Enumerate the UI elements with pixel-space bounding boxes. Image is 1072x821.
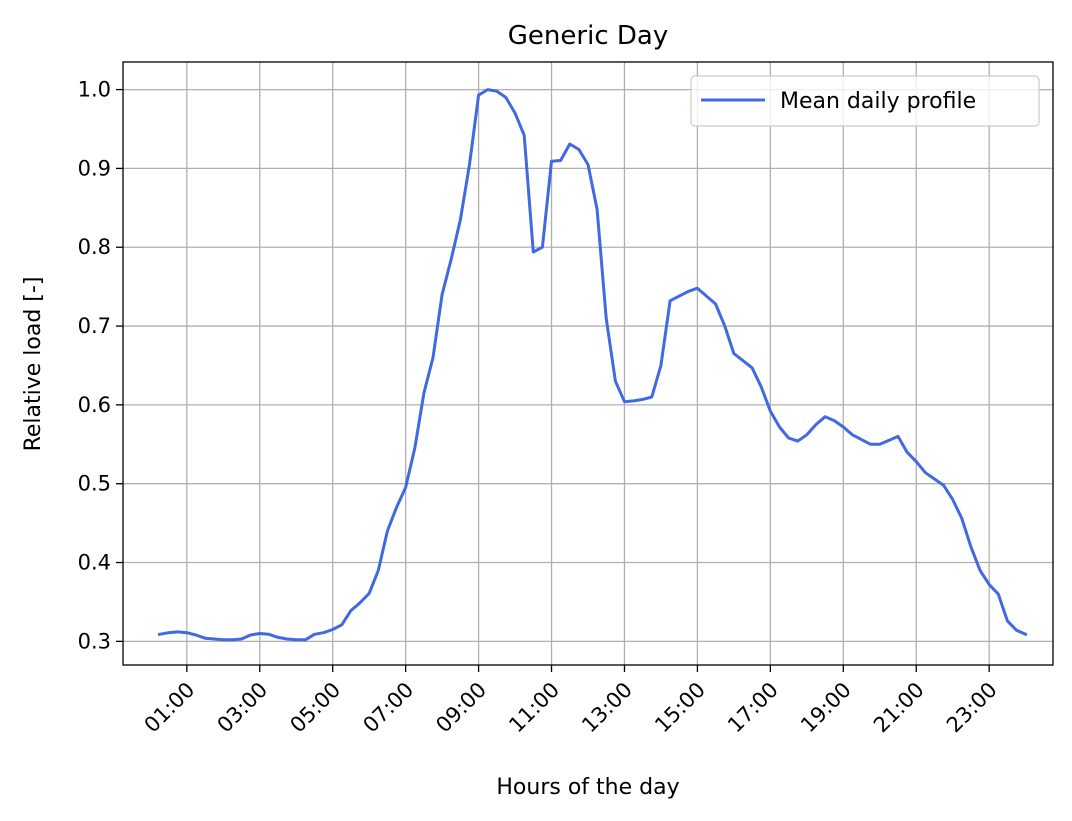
y-tick-label: 0.5: [78, 472, 111, 496]
y-tick-label: 0.9: [78, 156, 111, 180]
y-tick-label: 0.4: [78, 551, 111, 575]
y-tick-label: 1.0: [78, 78, 111, 102]
y-tick-label: 0.7: [78, 314, 111, 338]
legend-box: [690, 75, 1040, 127]
y-axis-label: Relative load [-]: [21, 277, 46, 452]
chart-title: Generic Day: [508, 21, 668, 51]
legend: Mean daily profile: [690, 75, 1040, 127]
x-axis-label: Hours of the day: [496, 775, 679, 800]
plot-frame: [122, 61, 1054, 666]
series-line: [157, 88, 1028, 642]
y-tick-label: 0.6: [78, 393, 111, 417]
y-tick-label: 0.8: [78, 235, 111, 259]
series-layer: [157, 88, 1028, 642]
y-tick-label: 0.3: [78, 629, 111, 653]
legend-label: Mean daily profile: [780, 89, 976, 114]
